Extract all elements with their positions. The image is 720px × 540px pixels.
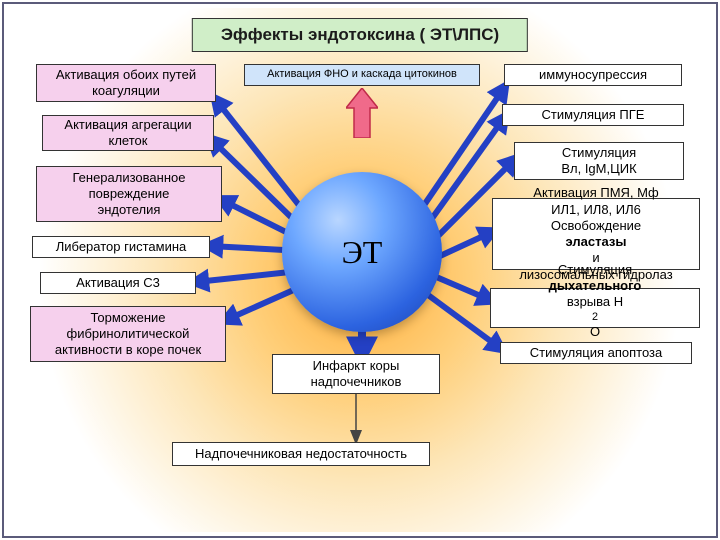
box-b1: Инфаркт корынадпочечников bbox=[272, 354, 440, 394]
box-b2: Надпочечниковая недостаточность bbox=[172, 442, 430, 466]
box-top: Активация ФНО и каскада цитокинов bbox=[244, 64, 480, 86]
box-l1: Активация обоих путейкоагуляции bbox=[36, 64, 216, 102]
box-l5: Активация С3 bbox=[40, 272, 196, 294]
center-node: ЭТ bbox=[282, 172, 442, 332]
title-text: Эффекты эндотоксина ( ЭТ\ЛПС) bbox=[221, 25, 499, 44]
box-r5: Стимуляциядыхательного взрыва Н2О2 bbox=[490, 288, 700, 328]
box-l4: Либератор гистамина bbox=[32, 236, 210, 258]
center-label: ЭТ bbox=[342, 234, 383, 271]
box-r1: иммуносупрессия bbox=[504, 64, 682, 86]
box-r4: Активация ПМЯ, МфИЛ1, ИЛ8, ИЛ6Освобожден… bbox=[492, 198, 700, 270]
up-arrow-icon bbox=[346, 88, 378, 138]
box-l6: Торможениефибринолитическойактивности в … bbox=[30, 306, 226, 362]
title-bar: Эффекты эндотоксина ( ЭТ\ЛПС) bbox=[192, 18, 528, 52]
box-l2: Активация агрегацииклеток bbox=[42, 115, 214, 151]
box-r2: Стимуляция ПГЕ bbox=[502, 104, 684, 126]
box-r3: СтимуляцияВл, IgM,ЦИК bbox=[514, 142, 684, 180]
box-r6: Стимуляция апоптоза bbox=[500, 342, 692, 364]
box-l3: Генерализованноеповреждениеэндотелия bbox=[36, 166, 222, 222]
